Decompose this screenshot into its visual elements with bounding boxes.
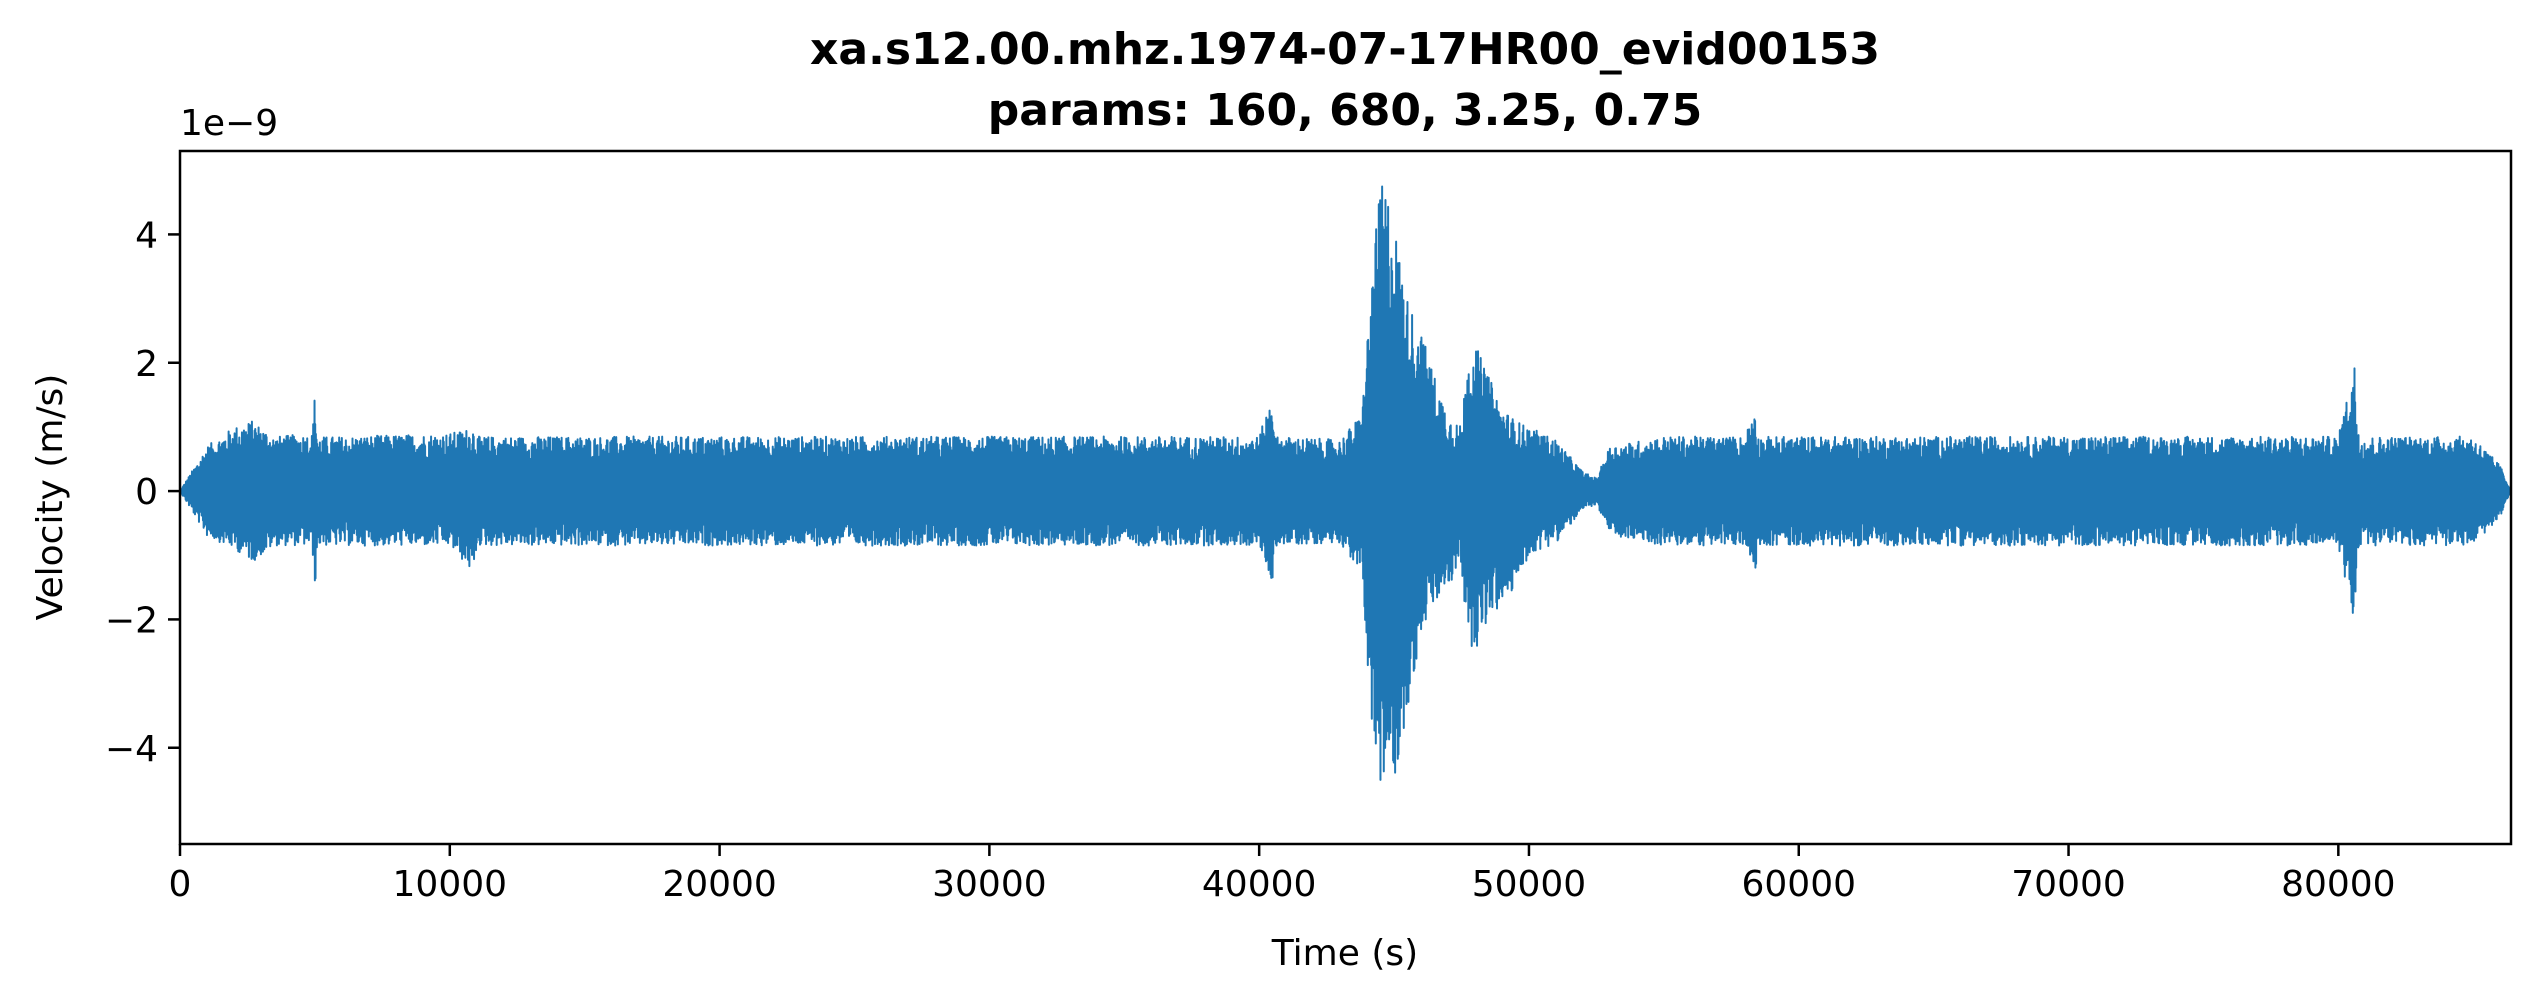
series-seismogram [180,185,2511,781]
x-tick-label: 70000 [2011,864,2126,905]
y-axis-label: Velocity (m/s) [30,374,71,621]
x-tick-label: 20000 [662,864,777,905]
x-tick-label: 40000 [1202,864,1317,905]
x-tick-label: 30000 [932,864,1047,905]
y-tick-label: 4 [135,215,158,256]
y-offset-label: 1e−9 [180,103,278,144]
x-tick-label: 80000 [2281,864,2396,905]
seismogram-line [180,185,2511,781]
plot-frame [178,149,2513,846]
y-tick-label: −2 [105,600,158,641]
y-axis: −4 −2 0 2 4 [105,215,180,770]
y-tick-label: −4 [105,729,158,770]
x-tick-label: 0 [169,864,192,905]
x-axis: 0 10000 20000 30000 40000 50000 60000 70000 8000… [169,844,2396,905]
y-tick-label: 0 [135,472,158,513]
y-tick-label: 2 [135,344,158,385]
x-tick-label: 10000 [393,864,508,905]
x-axis-label: Time (s) [1271,933,1418,974]
x-tick-label: 50000 [1472,864,1587,905]
chart-title: xa.s12.00.mhz.1974-07-17HR00_evid00153 [810,24,1880,75]
x-tick-label: 60000 [1741,864,1856,905]
chart-subtitle: params: 160, 680, 3.25, 0.75 [988,85,1702,136]
plot-area [180,185,2511,781]
